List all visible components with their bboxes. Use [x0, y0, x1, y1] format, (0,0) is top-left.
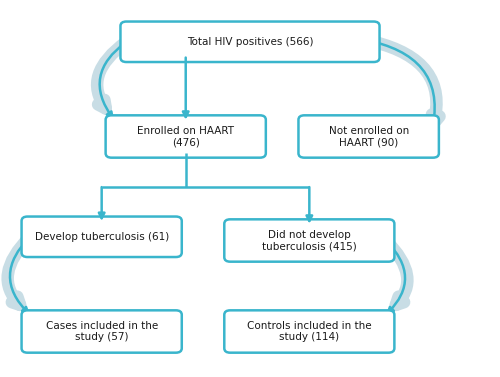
- Text: Total HIV positives (566): Total HIV positives (566): [187, 37, 313, 47]
- FancyBboxPatch shape: [298, 115, 439, 158]
- Text: Develop tuberculosis (61): Develop tuberculosis (61): [34, 232, 169, 242]
- Text: Enrolled on HAART
(476): Enrolled on HAART (476): [137, 126, 234, 147]
- FancyBboxPatch shape: [22, 310, 182, 352]
- Text: Cases included in the
study (57): Cases included in the study (57): [46, 321, 158, 342]
- FancyBboxPatch shape: [224, 219, 394, 262]
- Text: Not enrolled on
HAART (90): Not enrolled on HAART (90): [328, 126, 409, 147]
- FancyBboxPatch shape: [224, 310, 394, 352]
- FancyBboxPatch shape: [120, 21, 380, 62]
- Text: Controls included in the
study (114): Controls included in the study (114): [247, 321, 372, 342]
- Text: Did not develop
tuberculosis (415): Did not develop tuberculosis (415): [262, 230, 356, 251]
- FancyBboxPatch shape: [22, 216, 182, 257]
- FancyBboxPatch shape: [106, 115, 266, 158]
